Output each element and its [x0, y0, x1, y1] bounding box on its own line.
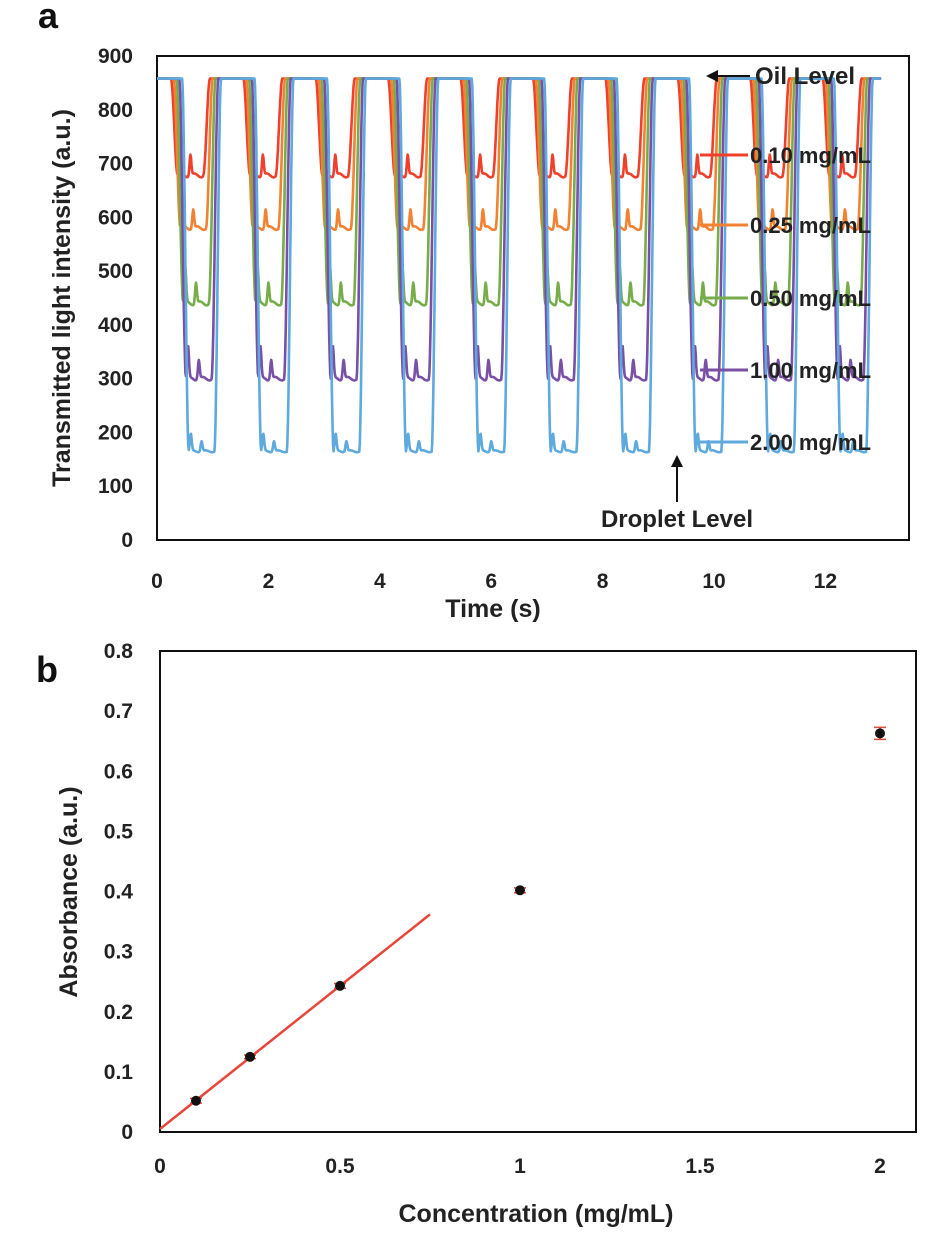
- chart-a-frame: [156, 55, 910, 541]
- legend-label: 1.00 mg/mL: [750, 358, 871, 383]
- chart-b-x-ticks: 0 0.5 1 1.5 2: [154, 1155, 886, 1178]
- y-tick-label: 0.4: [104, 881, 134, 904]
- legend-label: 0.25 mg/mL: [750, 213, 871, 238]
- chart-b-frame: [159, 650, 917, 1133]
- chart-b-points: [190, 726, 886, 1106]
- x-tick-label: 0: [151, 570, 163, 593]
- x-tick-label: 10: [702, 570, 725, 593]
- series-line: [156, 77, 882, 454]
- panel-a-label: a: [38, 0, 59, 36]
- y-tick-label: 300: [98, 368, 133, 391]
- y-tick-label: 800: [98, 99, 133, 122]
- y-tick-label: 0.5: [104, 820, 134, 843]
- chart-b-xlabel: Concentration (mg/mL): [399, 1200, 674, 1228]
- data-point: [191, 1095, 201, 1106]
- y-tick-label: 500: [98, 260, 133, 283]
- y-tick-label: 0.8: [104, 640, 134, 663]
- chart-b-fit: [159, 913, 431, 1130]
- chart-a-legend: 0.10 mg/mL 0.25 mg/mL 0.50 mg/mL 1.00 mg/mL…: [700, 143, 871, 455]
- chart-a-series: [156, 77, 882, 454]
- x-tick-label: 2: [263, 570, 275, 593]
- chart-a-ylabel: Transmitted light intensity (a.u.): [48, 109, 76, 487]
- chart-a-y-ticks: 0 100 200 300 400 500 600 700 800 900: [98, 45, 133, 552]
- x-tick-label: 0.5: [325, 1155, 355, 1178]
- x-tick-label: 1.5: [685, 1155, 715, 1178]
- y-tick-label: 100: [98, 475, 133, 498]
- panel-b-label: b: [36, 649, 58, 690]
- y-tick-label: 0.2: [104, 1001, 133, 1024]
- y-tick-label: 0: [121, 1121, 133, 1144]
- chart-b: 0 0.1 0.2 0.3 0.4 0.5 0.6 0.7 0.8 0 0.5 1 1.5 2 Conc…: [55, 640, 917, 1228]
- x-tick-label: 12: [814, 570, 837, 593]
- droplet-level-annotation: Droplet Level: [601, 455, 753, 533]
- x-tick-label: 1: [514, 1155, 526, 1178]
- data-point: [245, 1051, 255, 1062]
- droplet-level-label: Droplet Level: [601, 506, 753, 533]
- oil-level-label: Oil Level: [755, 63, 855, 90]
- data-point: [335, 980, 345, 991]
- chart-b-y-ticks: 0 0.1 0.2 0.3 0.4 0.5 0.6 0.7 0.8: [104, 640, 134, 1144]
- chart-a-xlabel: Time (s): [445, 595, 540, 623]
- y-tick-label: 0.6: [104, 760, 133, 783]
- oil-arrow-head: [706, 70, 718, 82]
- x-tick-label: 4: [374, 570, 386, 593]
- droplet-arrow-head: [671, 455, 683, 467]
- y-tick-label: 700: [98, 153, 133, 176]
- data-point: [515, 885, 525, 896]
- y-tick-label: 0: [121, 529, 133, 552]
- data-point: [875, 728, 885, 739]
- chart-a: 0 100 200 300 400 500 600 700 800 900 0 2 4 6 8 10 12 0…: [48, 45, 910, 623]
- y-tick-label: 0.3: [104, 941, 133, 964]
- fit-line: [159, 913, 431, 1130]
- y-tick-label: 900: [98, 45, 133, 68]
- x-tick-label: 0: [154, 1155, 166, 1178]
- legend-label: 0.50 mg/mL: [750, 286, 871, 311]
- x-tick-label: 8: [597, 570, 609, 593]
- y-tick-label: 0.7: [104, 700, 133, 723]
- legend-label: 0.10 mg/mL: [750, 143, 871, 168]
- x-tick-label: 6: [485, 570, 497, 593]
- series-line: [156, 77, 882, 307]
- y-tick-label: 0.1: [104, 1061, 134, 1084]
- oil-level-annotation: Oil Level: [706, 63, 855, 90]
- chart-a-x-ticks: 0 2 4 6 8 10 12: [151, 570, 837, 593]
- y-tick-label: 400: [98, 314, 133, 337]
- x-tick-label: 2: [874, 1155, 886, 1178]
- chart-b-ylabel: Absorbance (a.u.): [55, 786, 83, 997]
- y-tick-label: 600: [98, 206, 133, 229]
- legend-label: 2.00 mg/mL: [750, 430, 871, 455]
- y-tick-label: 200: [98, 421, 133, 444]
